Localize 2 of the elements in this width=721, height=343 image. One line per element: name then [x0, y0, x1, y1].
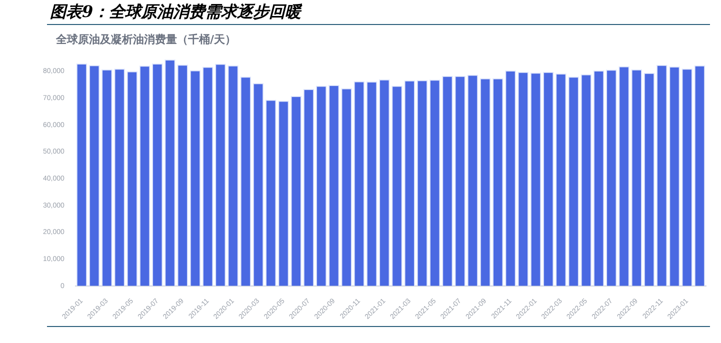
chart-subtitle: 全球原油及凝析油消费量（千桶/天）: [56, 32, 236, 47]
chart-title: 图表9：全球原油消费需求逐步回暖: [50, 2, 302, 23]
